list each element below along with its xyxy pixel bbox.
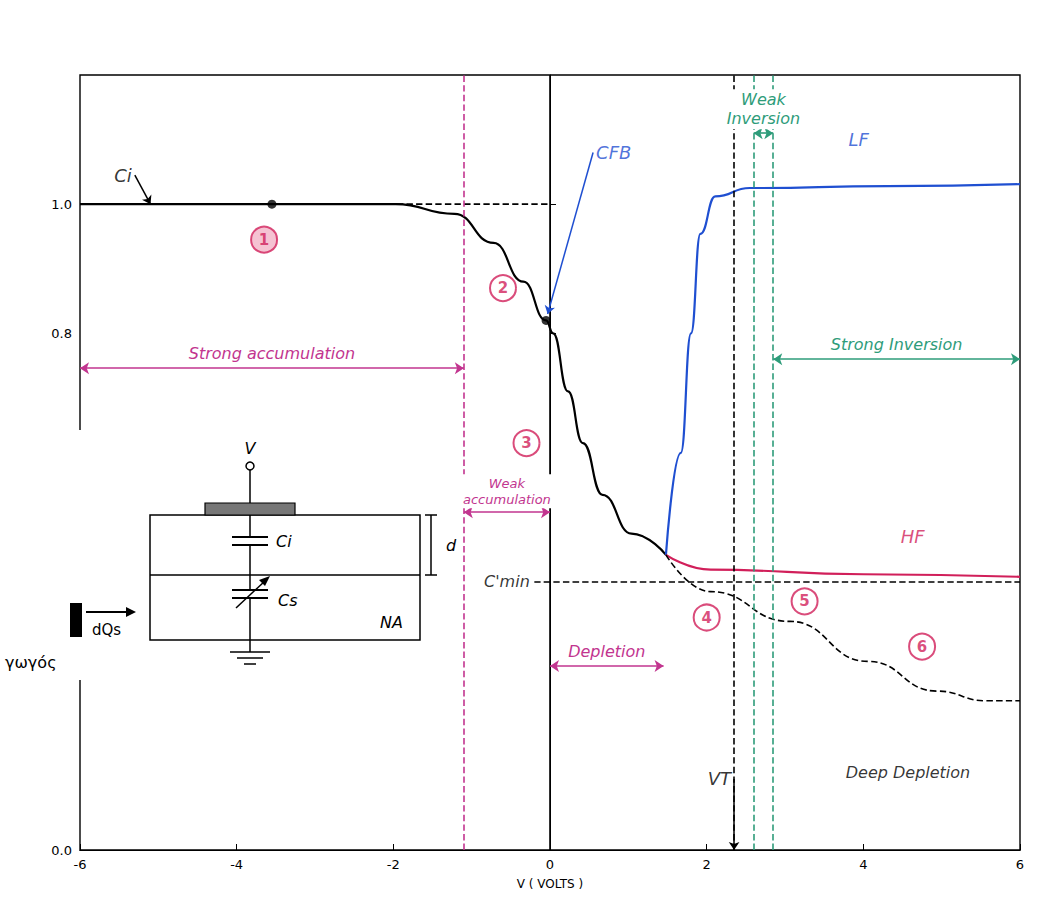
svg-text:C'min: C'min — [484, 572, 530, 591]
svg-text:Weak: Weak — [741, 90, 786, 109]
svg-text:HF: HF — [901, 526, 926, 547]
svg-text:NA: NA — [380, 613, 403, 632]
svg-text:Weak: Weak — [489, 476, 526, 491]
svg-text:0.0: 0.0 — [51, 843, 72, 858]
svg-text:Cs: Cs — [278, 591, 298, 610]
svg-text:LF: LF — [848, 129, 869, 150]
svg-text:-4: -4 — [230, 857, 243, 872]
svg-text:3: 3 — [521, 434, 531, 452]
svg-text:V ( VOLTS ): V ( VOLTS ) — [517, 877, 583, 891]
svg-text:1: 1 — [259, 231, 269, 249]
svg-text:2: 2 — [498, 279, 508, 297]
svg-text:Ci: Ci — [276, 532, 292, 551]
svg-text:Strong accumulation: Strong accumulation — [189, 344, 355, 363]
svg-text:accumulation: accumulation — [463, 492, 551, 507]
svg-text:d: d — [446, 536, 457, 555]
svg-text:VT: VT — [708, 768, 733, 789]
svg-text:V: V — [245, 439, 257, 458]
svg-text:-6: -6 — [74, 857, 87, 872]
svg-text:4: 4 — [701, 609, 711, 627]
svg-text:-2: -2 — [387, 857, 400, 872]
svg-text:0.8: 0.8 — [51, 326, 72, 341]
svg-text:Deep Depletion: Deep Depletion — [846, 763, 971, 782]
svg-text:Inversion: Inversion — [727, 109, 800, 128]
svg-text:6: 6 — [917, 638, 927, 656]
svg-text:dQs: dQs — [92, 621, 121, 639]
svg-text:6: 6 — [1016, 857, 1024, 872]
svg-text:0: 0 — [546, 857, 554, 872]
svg-text:2: 2 — [703, 857, 711, 872]
svg-text:1.0: 1.0 — [51, 197, 72, 212]
svg-text:Depletion: Depletion — [568, 642, 645, 661]
svg-text:γωγός: γωγός — [5, 653, 57, 672]
svg-text:Ci: Ci — [114, 165, 132, 186]
svg-text:Strong Inversion: Strong Inversion — [831, 335, 963, 354]
svg-text:5: 5 — [799, 592, 809, 610]
svg-text:CFB: CFB — [596, 142, 631, 163]
svg-text:4: 4 — [859, 857, 867, 872]
